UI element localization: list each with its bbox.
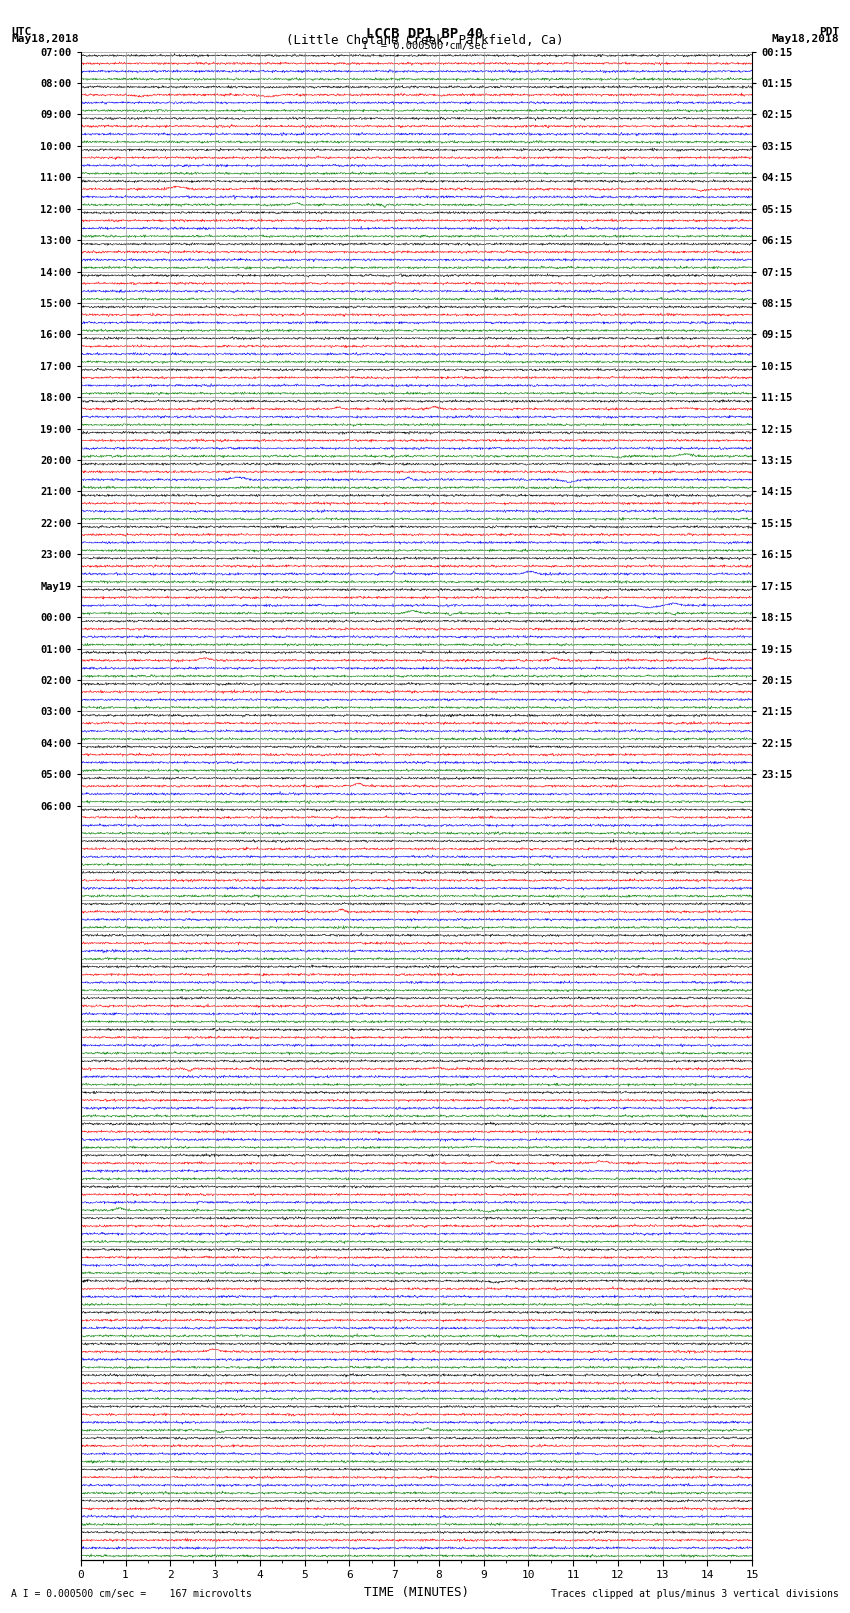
X-axis label: TIME (MINUTES): TIME (MINUTES) (364, 1586, 469, 1598)
Text: I  = 0.000500 cm/sec: I = 0.000500 cm/sec (362, 40, 488, 52)
Text: A I = 0.000500 cm/sec =    167 microvolts: A I = 0.000500 cm/sec = 167 microvolts (11, 1589, 252, 1600)
Text: (Little Cholane Creek, Parkfield, Ca): (Little Cholane Creek, Parkfield, Ca) (286, 34, 564, 47)
Text: May18,2018: May18,2018 (772, 34, 839, 44)
Text: LCCB DP1 BP 40: LCCB DP1 BP 40 (366, 26, 484, 40)
Text: Traces clipped at plus/minus 3 vertical divisions: Traces clipped at plus/minus 3 vertical … (551, 1589, 839, 1600)
Text: UTC: UTC (11, 26, 31, 37)
Text: PDT: PDT (819, 26, 839, 37)
Text: May18,2018: May18,2018 (11, 34, 78, 44)
